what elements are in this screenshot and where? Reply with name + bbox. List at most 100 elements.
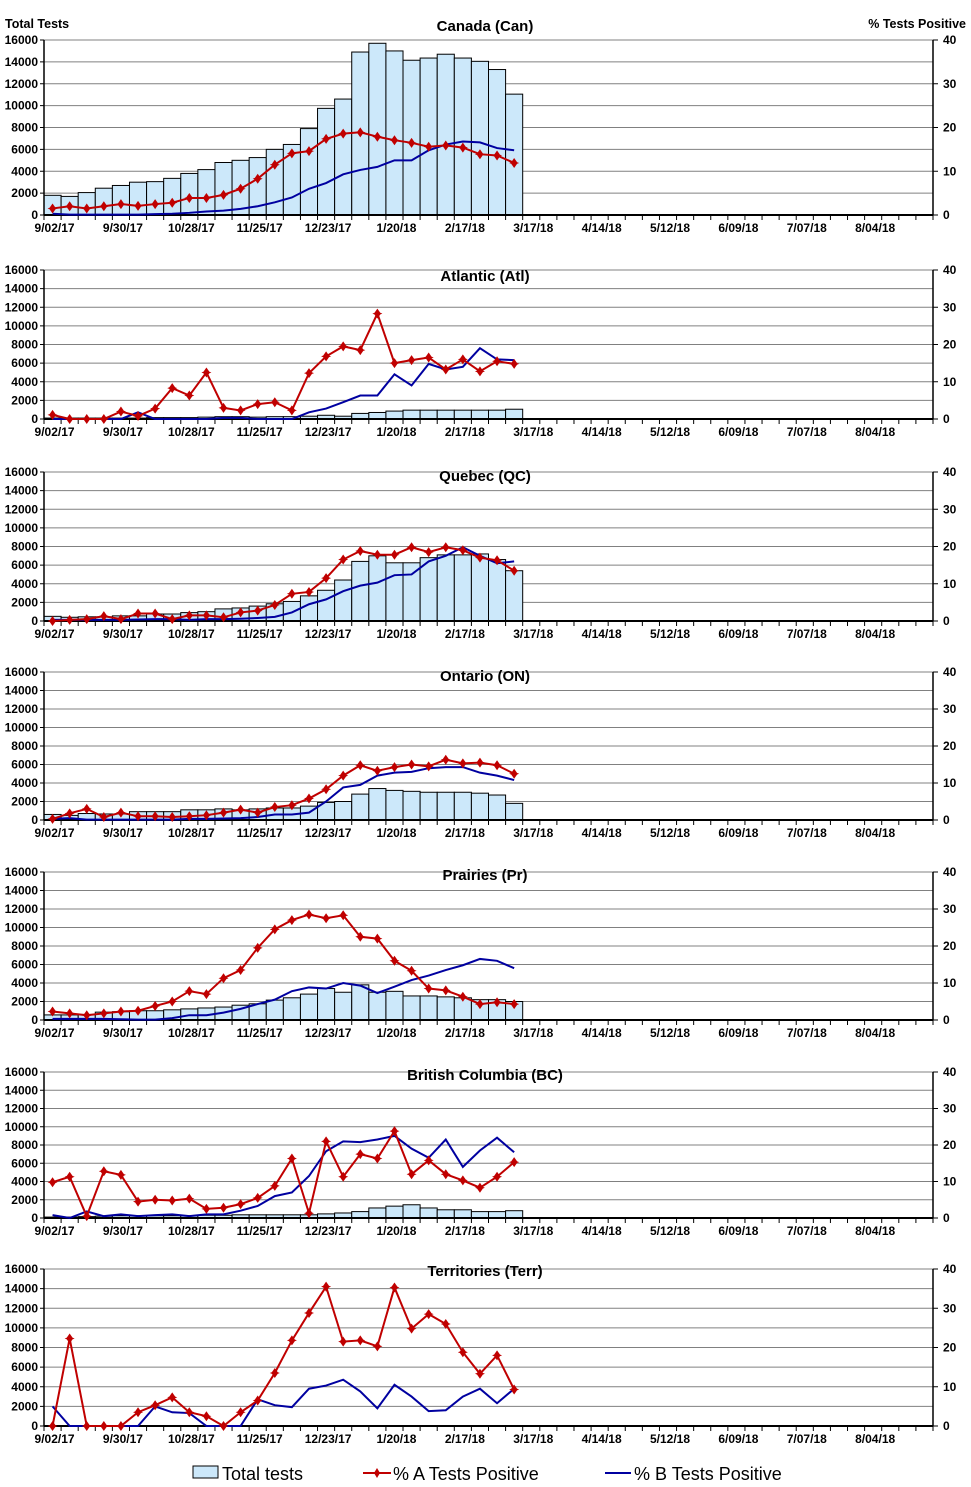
marker-pct-a (509, 1384, 520, 1395)
marker-pct-a (389, 549, 400, 560)
marker-pct-a (423, 547, 434, 558)
marker-pct-a (150, 1000, 161, 1011)
marker-pct-a (286, 1153, 297, 1164)
marker-pct-a (474, 366, 485, 377)
left-tick-label: 16000 (5, 1065, 39, 1079)
marker-pct-a (440, 754, 451, 765)
right-tick-label: 10 (943, 577, 957, 591)
left-tick-label: 14000 (5, 282, 39, 296)
panel-title: Quebec (QC) (439, 468, 531, 485)
left-tick-label: 14000 (5, 484, 39, 498)
left-tick-label: 10000 (5, 99, 39, 113)
bar-total-tests (385, 562, 404, 622)
x-tick-label: 9/02/17 (35, 826, 75, 840)
x-tick-label: 3/17/18 (513, 425, 553, 439)
right-tick-label: 10 (943, 164, 957, 178)
marker-pct-a (269, 1368, 280, 1379)
bar-total-tests (351, 984, 370, 1021)
marker-pct-a (492, 1171, 503, 1182)
right-tick-label: 30 (943, 300, 957, 314)
marker-pct-a (184, 986, 195, 997)
marker-pct-a (150, 199, 161, 210)
x-tick-label: 11/25/17 (237, 425, 283, 439)
marker-pct-a (372, 1341, 383, 1352)
marker-pct-a (81, 203, 92, 214)
x-tick-label: 12/23/17 (305, 1224, 352, 1238)
marker-pct-a (355, 1149, 366, 1160)
marker-pct-a (167, 614, 178, 625)
x-tick-label: 11/25/17 (237, 826, 283, 840)
x-tick-label: 6/09/18 (718, 826, 758, 840)
bar-total-tests (368, 1207, 387, 1219)
legend-label-pct-b: % B Tests Positive (634, 1464, 782, 1484)
marker-pct-a (115, 1421, 126, 1431)
x-tick-label: 6/09/18 (718, 425, 758, 439)
line-pct-a-positive (51, 1284, 516, 1428)
right-tick-label: 20 (943, 739, 957, 753)
bar-total-tests (351, 793, 370, 821)
marker-pct-a (218, 402, 229, 413)
marker-pct-a (303, 368, 314, 379)
x-tick-label: 6/09/18 (718, 1026, 758, 1040)
x-tick-label: 7/07/18 (787, 1224, 827, 1238)
marker-pct-a (167, 1392, 178, 1403)
panels: 0200040006000800010000120001400016000010… (5, 18, 957, 1446)
marker-pct-a (235, 804, 246, 815)
panel-title: Atlantic (Atl) (440, 268, 529, 285)
marker-pct-a (286, 800, 297, 811)
x-tick-label: 6/09/18 (718, 627, 758, 641)
x-tick-label: 3/17/18 (513, 1432, 553, 1446)
bar-total-tests (299, 128, 319, 216)
marker-pct-a (218, 612, 229, 623)
x-tick-label: 12/23/17 (305, 1026, 352, 1040)
x-tick-label: 3/17/18 (513, 826, 553, 840)
left-tick-label: 4000 (11, 164, 38, 178)
marker-pct-a (509, 565, 520, 576)
right-tick-label: 40 (943, 263, 957, 277)
x-tick-label: 2/17/18 (445, 425, 485, 439)
marker-pct-a (47, 616, 58, 626)
marker-pct-a (372, 131, 383, 142)
panel-title: Canada (Can) (437, 18, 534, 35)
right-tick-label: 0 (943, 208, 950, 222)
marker-pct-a (47, 203, 58, 214)
marker-pct-a (492, 997, 503, 1008)
marker-pct-a (338, 1336, 349, 1347)
marker-pct-a (252, 807, 263, 818)
marker-pct-a (457, 354, 468, 365)
marker-pct-a (423, 1155, 434, 1166)
marker-pct-a (457, 142, 468, 153)
marker-pct-a (235, 1407, 246, 1418)
bar-total-tests (197, 169, 216, 216)
line-pct-b-positive (52, 140, 515, 216)
marker-pct-a (509, 157, 520, 168)
bar-total-tests (453, 57, 472, 216)
x-tick-label: 3/17/18 (513, 1224, 553, 1238)
marker-pct-a (355, 760, 366, 771)
marker-pct-a (218, 807, 229, 818)
right-tick-label: 10 (943, 976, 957, 990)
marker-pct-a (492, 150, 503, 161)
line-pct-b-positive (52, 766, 515, 821)
x-tick-label: 10/28/17 (168, 1432, 215, 1446)
marker-pct-a (269, 924, 280, 935)
marker-pct-a (406, 542, 417, 553)
bar-total-tests (282, 997, 301, 1021)
x-tick-label: 8/04/18 (855, 1224, 895, 1238)
marker-pct-a (235, 607, 246, 618)
marker-pct-a (406, 759, 417, 770)
marker-pct-a (167, 1195, 178, 1206)
left-tick-label: 14000 (5, 1083, 39, 1097)
bar-total-tests (265, 999, 284, 1021)
marker-pct-a (509, 999, 520, 1010)
left-tick-label: 6000 (11, 1156, 38, 1170)
marker-pct-a (474, 1182, 485, 1193)
left-tick-label: 0 (31, 813, 38, 827)
left-tick-label: 10000 (5, 521, 39, 535)
marker-pct-a (372, 308, 383, 319)
left-tick-label: 0 (31, 1013, 38, 1027)
x-tick-label: 5/12/18 (650, 826, 690, 840)
right-tick-label: 10 (943, 776, 957, 790)
x-tick-label: 9/30/17 (103, 1432, 143, 1446)
line-pct-b-positive (51, 1378, 515, 1427)
